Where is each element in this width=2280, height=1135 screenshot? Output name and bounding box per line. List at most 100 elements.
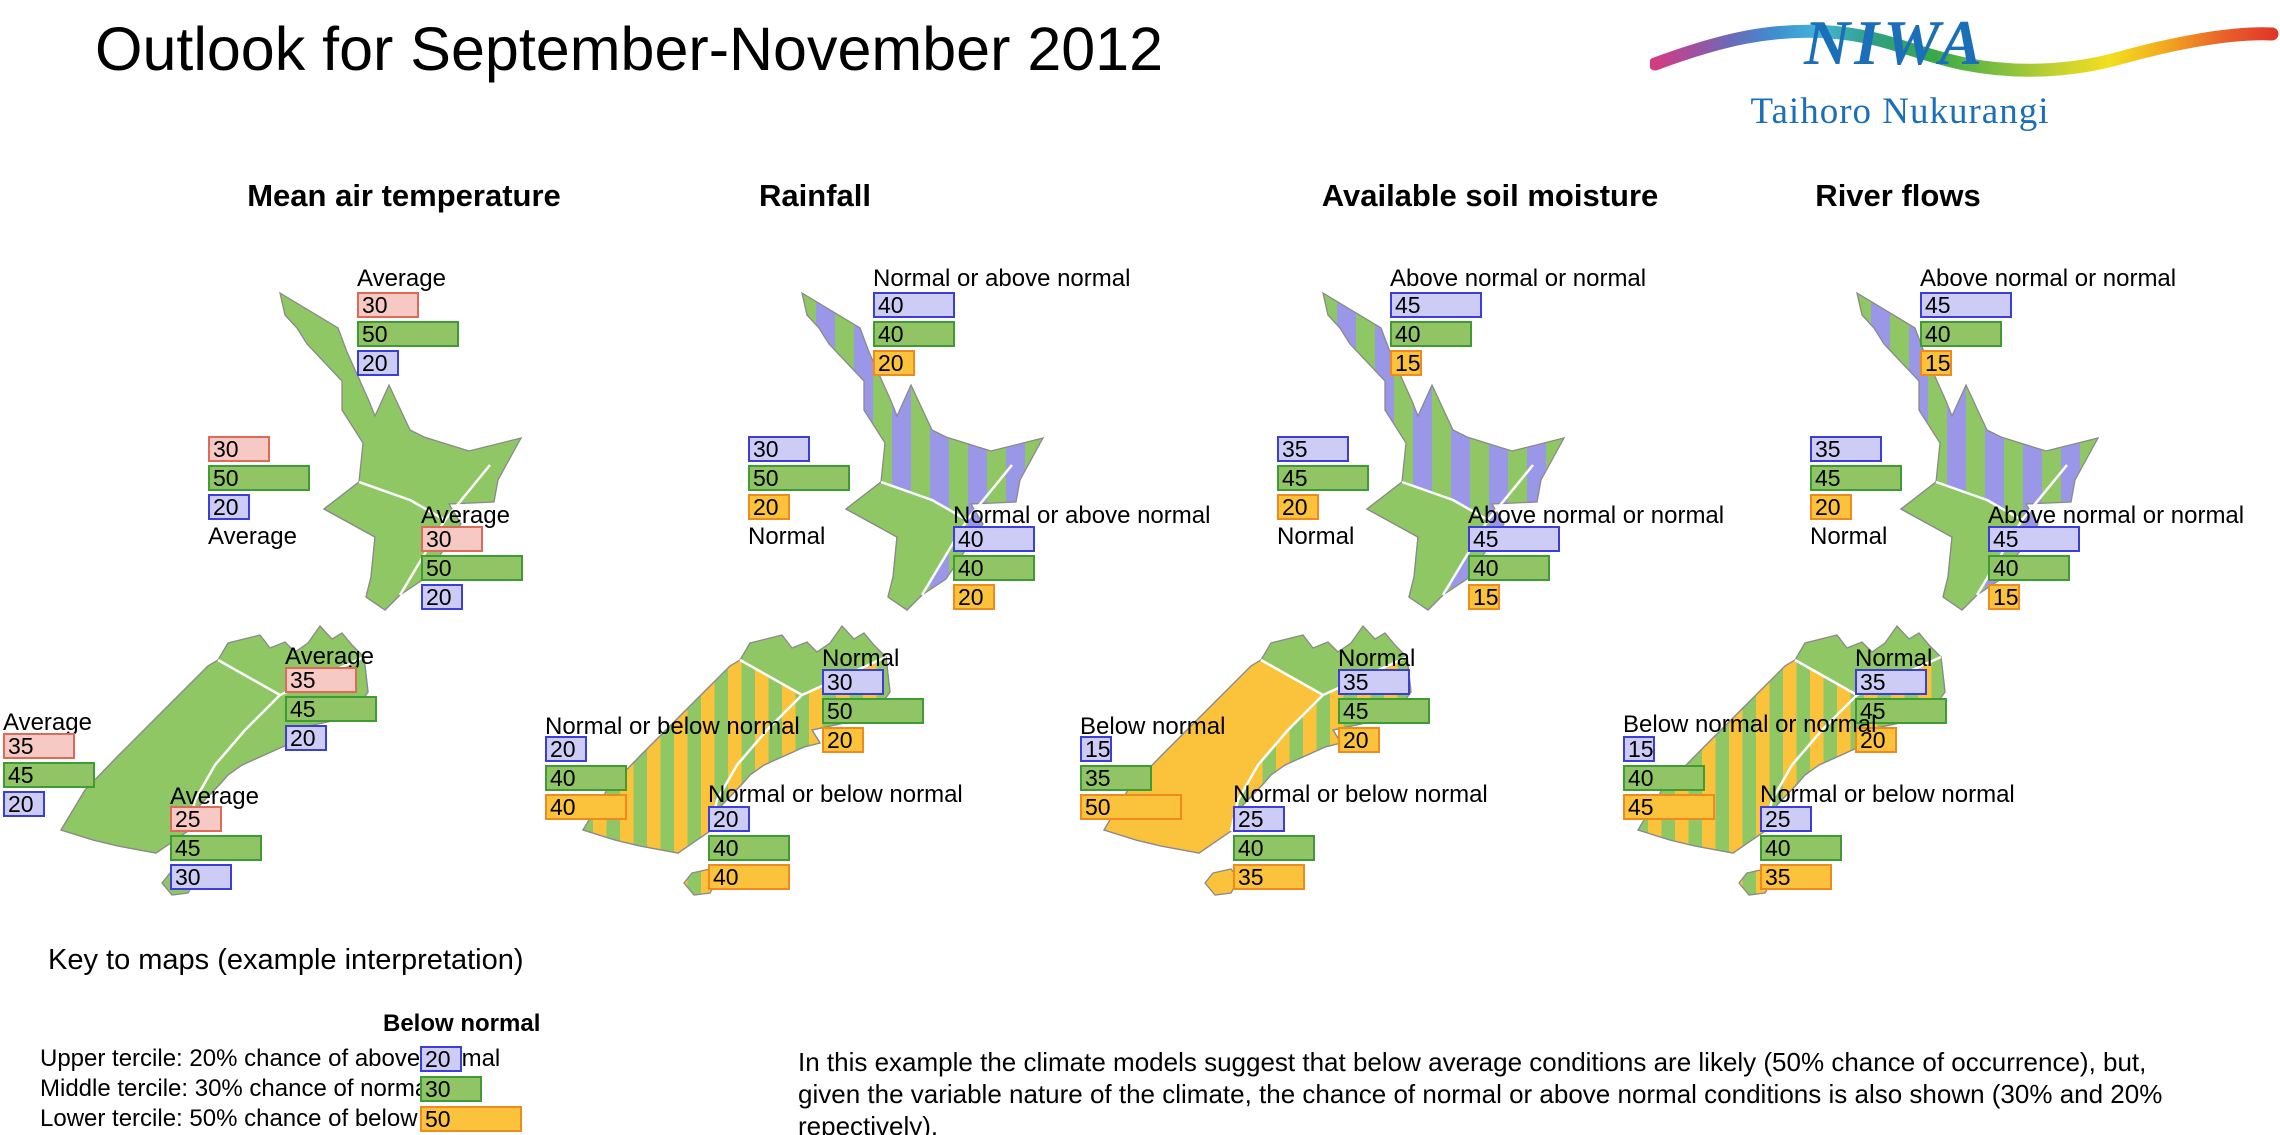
tercile-bar-above_wet: 20 bbox=[420, 1046, 462, 1072]
tercile-bar-below_dry: 15 bbox=[1988, 584, 2020, 610]
tercile-bar-normal_green: 40 bbox=[545, 765, 627, 791]
annotation-label: Average bbox=[208, 523, 297, 550]
annotation-label: Average bbox=[3, 709, 92, 736]
annotation-label: Normal bbox=[1277, 523, 1355, 550]
map-title-temperature: Mean air temperature bbox=[247, 178, 561, 213]
tercile-bar-above_wet: 15 bbox=[1623, 736, 1655, 762]
tercile-bar-normal_green: 45 bbox=[1338, 698, 1430, 724]
annotation-label: Normal or below normal bbox=[708, 781, 963, 808]
key-row-text: Middle tercile: 30% chance of normal bbox=[40, 1075, 434, 1102]
tercile-bar-normal_green: 45 bbox=[1810, 465, 1902, 491]
tercile-bar-below_dry: 15 bbox=[1468, 584, 1500, 610]
tercile-bar-above_warm: 25 bbox=[170, 806, 222, 832]
tercile-bar-normal_green: 40 bbox=[708, 835, 790, 861]
tercile-bar-below_dry: 20 bbox=[873, 350, 915, 376]
key-example-label: Below normal bbox=[383, 1010, 541, 1037]
tercile-bar-below_cool: 20 bbox=[3, 791, 45, 817]
annotation-label: Average bbox=[357, 265, 446, 292]
tercile-bar-below_dry: 20 bbox=[822, 727, 864, 753]
tercile-bar-above_wet: 15 bbox=[1080, 736, 1112, 762]
tercile-bar-above_warm: 30 bbox=[208, 436, 270, 462]
annotation-label: Normal bbox=[822, 645, 900, 672]
map-title-rainfall: Rainfall bbox=[759, 178, 871, 213]
annotation-label: Average bbox=[421, 502, 510, 529]
annotation-label: Normal bbox=[1810, 523, 1888, 550]
tercile-bar-above_warm: 35 bbox=[3, 733, 75, 759]
annotation-label: Above normal or normal bbox=[1988, 502, 2245, 529]
annotation-label: Normal bbox=[1855, 645, 1933, 672]
tercile-bar-normal_green: 40 bbox=[1760, 835, 1842, 861]
tercile-bar-below_dry: 40 bbox=[545, 794, 627, 820]
tercile-bar-below_cool: 20 bbox=[421, 584, 463, 610]
tercile-bar-below_dry: 50 bbox=[1080, 794, 1182, 820]
tercile-bar-below_dry: 20 bbox=[1810, 494, 1852, 520]
tercile-bar-below_dry: 15 bbox=[1920, 350, 1952, 376]
annotation-label: Above normal or normal bbox=[1920, 265, 2177, 292]
page-title: Outlook for September-November 2012 bbox=[95, 15, 1164, 83]
annotation-label: Normal or below normal bbox=[1760, 781, 2015, 808]
annotation-label: Normal or above normal bbox=[953, 502, 1211, 529]
annotation-label: Average bbox=[170, 783, 259, 810]
tercile-bar-normal_green: 50 bbox=[208, 465, 310, 491]
tercile-bar-below_cool: 20 bbox=[285, 725, 327, 751]
tercile-bar-above_wet: 30 bbox=[822, 669, 884, 695]
key-row-text: Upper tercile: 20% chance of above norma… bbox=[40, 1045, 501, 1072]
tercile-bar-above_wet: 45 bbox=[1920, 292, 2012, 318]
tercile-bar-above_warm: 30 bbox=[421, 526, 483, 552]
tercile-bar-normal_green: 45 bbox=[285, 696, 377, 722]
key-explanation: In this example the climate models sugge… bbox=[798, 1047, 2163, 1135]
annotation-label: Normal or below normal bbox=[1233, 781, 1488, 808]
tercile-bar-below_dry: 20 bbox=[1277, 494, 1319, 520]
key-heading: Key to maps (example interpretation) bbox=[48, 944, 524, 976]
tercile-bar-normal_green: 50 bbox=[748, 465, 850, 491]
logo-rainbow-wave bbox=[1648, 24, 2279, 77]
tercile-bar-normal_green: 35 bbox=[1080, 765, 1152, 791]
tercile-bar-above_wet: 30 bbox=[748, 436, 810, 462]
tercile-bar-normal_green: 50 bbox=[822, 698, 924, 724]
map-title-soil-moisture: Available soil moisture bbox=[1321, 178, 1659, 213]
annotation-label: Normal or below normal bbox=[545, 713, 800, 740]
tercile-bar-below_cool: 20 bbox=[208, 494, 250, 520]
tercile-bar-above_wet: 25 bbox=[1760, 806, 1812, 832]
tercile-bar-below_dry: 20 bbox=[953, 584, 995, 610]
tercile-bar-normal_green: 40 bbox=[1988, 555, 2070, 581]
tercile-bar-below_dry: 15 bbox=[1390, 350, 1422, 376]
tercile-bar-above_wet: 35 bbox=[1855, 669, 1927, 695]
tercile-bar-above_wet: 40 bbox=[873, 292, 955, 318]
annotation-label: Above normal or normal bbox=[1468, 502, 1725, 529]
tercile-bar-normal_green: 40 bbox=[1468, 555, 1550, 581]
tercile-bar-normal_green: 50 bbox=[421, 555, 523, 581]
tercile-bar-normal_green: 30 bbox=[420, 1076, 482, 1102]
annotation-label: Normal bbox=[748, 523, 826, 550]
tercile-bar-normal_green: 40 bbox=[1920, 321, 2002, 347]
tercile-bar-below_dry: 45 bbox=[1623, 794, 1715, 820]
tercile-bar-above_wet: 40 bbox=[953, 526, 1035, 552]
tercile-bar-above_wet: 35 bbox=[1810, 436, 1882, 462]
key-row-text: Lower tercile: 50% chance of below norma… bbox=[40, 1105, 498, 1132]
tercile-bar-above_wet: 20 bbox=[708, 806, 750, 832]
tercile-bar-below_dry: 40 bbox=[708, 864, 790, 890]
tercile-bar-below_dry: 20 bbox=[748, 494, 790, 520]
annotation-label: Below normal or normal bbox=[1623, 711, 1877, 738]
tercile-bar-above_wet: 25 bbox=[1233, 806, 1285, 832]
tercile-bar-normal_green: 45 bbox=[3, 762, 95, 788]
tercile-bar-above_wet: 45 bbox=[1468, 526, 1560, 552]
tercile-bar-normal_green: 40 bbox=[1623, 765, 1705, 791]
annotation-label: Normal or above normal bbox=[873, 265, 1131, 292]
tercile-bar-below_dry: 35 bbox=[1233, 864, 1305, 890]
tercile-bar-above_wet: 45 bbox=[1390, 292, 1482, 318]
tercile-bar-normal_green: 45 bbox=[1855, 698, 1947, 724]
tercile-bar-normal_green: 40 bbox=[953, 555, 1035, 581]
tercile-bar-above_warm: 30 bbox=[357, 292, 419, 318]
niwa-logo: NIWA Taihoro Nukurangi bbox=[1648, 2, 2280, 132]
tercile-bar-above_wet: 45 bbox=[1988, 526, 2080, 552]
annotation-label: Below normal bbox=[1080, 713, 1226, 740]
tercile-bar-below_cool: 20 bbox=[357, 350, 399, 376]
logo-brand-text: NIWA bbox=[1803, 7, 1986, 78]
map-title-river-flows: River flows bbox=[1815, 178, 1981, 213]
tercile-bar-below_cool: 30 bbox=[170, 864, 232, 890]
annotation-label: Average bbox=[285, 643, 374, 670]
logo-tagline: Taihoro Nukurangi bbox=[1750, 91, 2049, 132]
tercile-bar-above_wet: 35 bbox=[1277, 436, 1349, 462]
